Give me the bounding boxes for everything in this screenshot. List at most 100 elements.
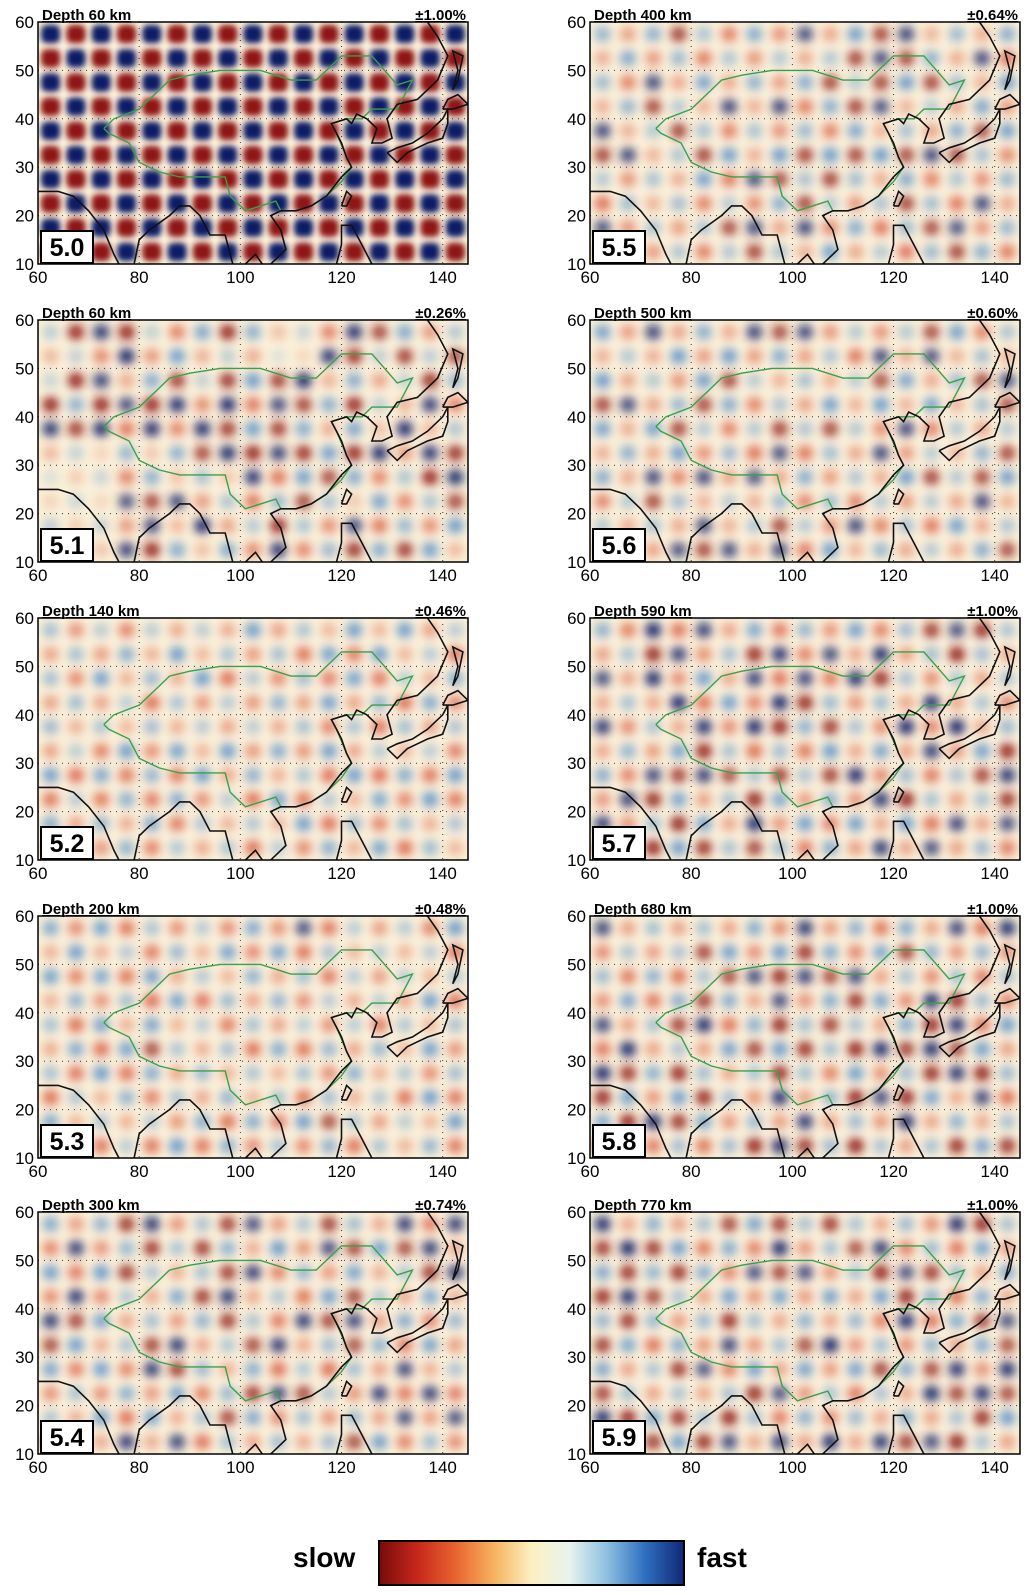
slow-anomaly-cell	[244, 646, 262, 663]
slow-anomaly-cell	[999, 493, 1016, 510]
fast-anomaly-cell	[898, 171, 915, 188]
slow-anomaly-cell	[319, 170, 339, 189]
fast-anomaly-cell	[395, 170, 415, 189]
fast-anomaly-cell	[396, 1065, 413, 1082]
fast-anomaly-cell	[771, 244, 788, 260]
fast-anomaly-cell	[695, 767, 712, 784]
fast-anomaly-cell	[847, 767, 864, 784]
fast-anomaly-cell	[219, 840, 236, 856]
slow-anomaly-cell	[219, 1065, 236, 1082]
slow-anomaly-cell	[771, 670, 788, 687]
slow-anomaly-cell	[619, 324, 637, 340]
fast-anomaly-cell	[948, 421, 965, 437]
y-tick-label: 10	[15, 1149, 34, 1168]
slow-anomaly-cell	[670, 622, 687, 638]
fast-anomaly-cell	[421, 1240, 439, 1257]
slow-anomaly-cell	[118, 1409, 135, 1426]
slow-anomaly-cell	[771, 1409, 788, 1426]
slow-anomaly-cell	[619, 767, 637, 784]
fast-anomaly-cell	[295, 815, 312, 832]
slow-anomaly-cell	[270, 622, 287, 638]
fast-anomaly-cell	[619, 743, 637, 759]
fast-anomaly-cell	[619, 147, 637, 163]
map-panel: 60 80 100 120 140 60 50 40 30 20 10 Depth 140 km ±0.…	[8, 602, 488, 902]
fast-anomaly-cell	[219, 743, 236, 759]
fast-anomaly-cell	[670, 195, 687, 212]
fast-anomaly-cell	[822, 493, 839, 510]
fast-anomaly-cell	[169, 1138, 186, 1154]
y-tick-label: 60	[15, 609, 34, 628]
y-tick-label: 20	[15, 803, 34, 822]
slow-anomaly-cell	[898, 1138, 915, 1154]
slow-anomaly-cell	[295, 1434, 312, 1450]
slow-anomaly-cell	[695, 1240, 712, 1257]
slow-anomaly-cell	[746, 1434, 763, 1450]
fast-anomaly-cell	[320, 992, 337, 1009]
fast-anomaly-cell	[898, 421, 915, 437]
coastline	[386, 1002, 449, 1058]
fast-anomaly-cell	[293, 218, 314, 237]
fast-anomaly-cell	[721, 791, 738, 808]
x-tick-label: 100	[778, 268, 806, 287]
slow-anomaly-cell	[721, 622, 738, 638]
x-tick-label: 120	[879, 1458, 907, 1477]
x-tick-label: 80	[682, 1458, 701, 1477]
slow-anomaly-cell	[42, 646, 59, 663]
slow-anomaly-cell	[923, 74, 940, 91]
slow-anomaly-cell	[746, 195, 763, 212]
slow-anomaly-cell	[594, 694, 611, 711]
fast-anomaly-cell	[143, 469, 160, 486]
fast-anomaly-cell	[721, 944, 738, 961]
slow-anomaly-cell	[721, 123, 738, 139]
fast-anomaly-cell	[344, 170, 364, 189]
slow-anomaly-cell	[695, 1089, 712, 1106]
panel-id-label: 5.6	[602, 532, 637, 560]
fast-anomaly-cell	[948, 622, 965, 638]
coastline	[590, 786, 786, 860]
panel-id-box	[592, 826, 646, 860]
fast-anomaly-cell	[143, 670, 160, 687]
fast-anomaly-cell	[118, 1240, 135, 1257]
fast-anomaly-cell	[270, 840, 287, 856]
slow-anomaly-cell	[371, 372, 388, 389]
y-tick-label: 60	[15, 311, 34, 330]
slow-anomaly-cell	[746, 348, 763, 365]
fast-anomaly-cell	[847, 968, 864, 985]
slow-anomaly-cell	[999, 195, 1016, 212]
fast-anomaly-cell	[619, 348, 637, 365]
fast-anomaly-cell	[999, 1313, 1016, 1329]
slow-anomaly-cell	[270, 324, 287, 340]
x-tick-label: 60	[29, 268, 48, 287]
slow-anomaly-cell	[371, 968, 388, 985]
fast-anomaly-cell	[973, 1337, 991, 1353]
slow-anomaly-cell	[973, 372, 991, 389]
fast-anomaly-cell	[594, 1216, 611, 1232]
slow-anomaly-cell	[594, 445, 611, 461]
slow-anomaly-cell	[721, 171, 738, 188]
slow-anomaly-cell	[847, 1240, 864, 1257]
coastline	[441, 987, 468, 1004]
slow-anomaly-cell	[67, 1313, 85, 1329]
fast-anomaly-cell	[270, 493, 287, 510]
slow-anomaly-cell	[41, 194, 61, 213]
fast-anomaly-cell	[244, 622, 262, 638]
fast-anomaly-cell	[872, 840, 889, 856]
fast-anomaly-cell	[746, 1113, 763, 1130]
coastline	[993, 1283, 1020, 1300]
fast-anomaly-cell	[721, 493, 738, 510]
fast-anomaly-cell	[219, 396, 236, 413]
fast-anomaly-cell	[270, 1089, 287, 1106]
fast-anomaly-cell	[169, 493, 186, 510]
slow-anomaly-cell	[645, 396, 662, 413]
fast-anomaly-cell	[670, 542, 687, 558]
fast-anomaly-cell	[822, 98, 839, 115]
slow-anomaly-cell	[192, 242, 213, 262]
coastline	[340, 487, 353, 505]
fast-anomaly-cell	[219, 992, 236, 1009]
slow-anomaly-cell	[771, 719, 788, 735]
fast-anomaly-cell	[118, 1138, 135, 1154]
slow-anomaly-cell	[143, 1434, 160, 1450]
fast-anomaly-cell	[746, 815, 763, 832]
panel-scale-label: ±0.74%	[415, 1197, 466, 1214]
slow-anomaly-cell	[369, 73, 390, 92]
